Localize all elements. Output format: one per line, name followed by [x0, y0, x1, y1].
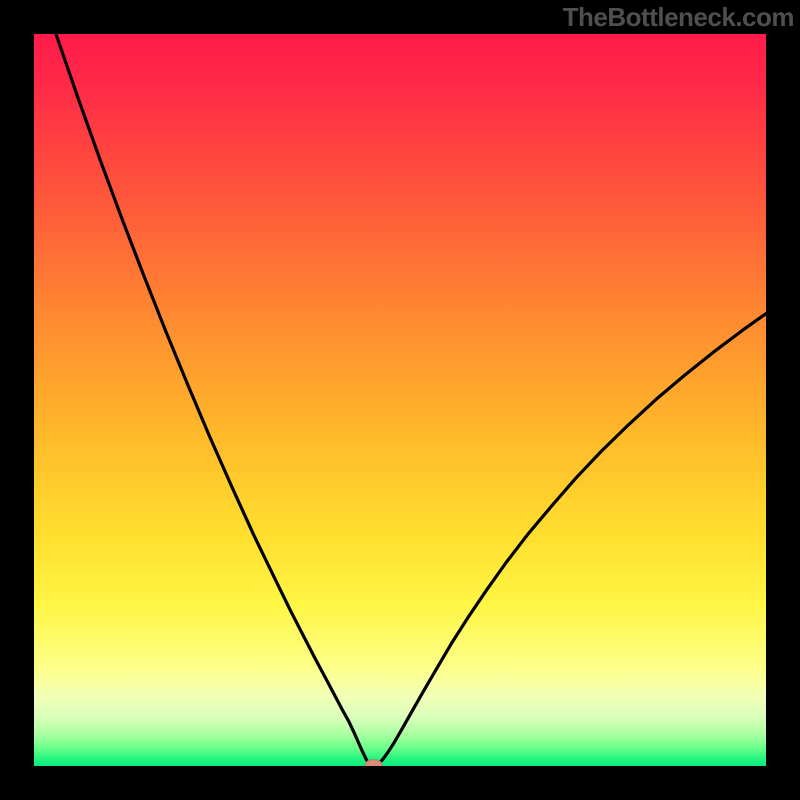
optimal-point-marker — [365, 760, 383, 766]
bottleneck-curve-chart — [34, 34, 766, 766]
source-watermark: TheBottleneck.com — [563, 2, 794, 33]
plot-area — [34, 34, 766, 766]
chart-frame: TheBottleneck.com — [0, 0, 800, 800]
